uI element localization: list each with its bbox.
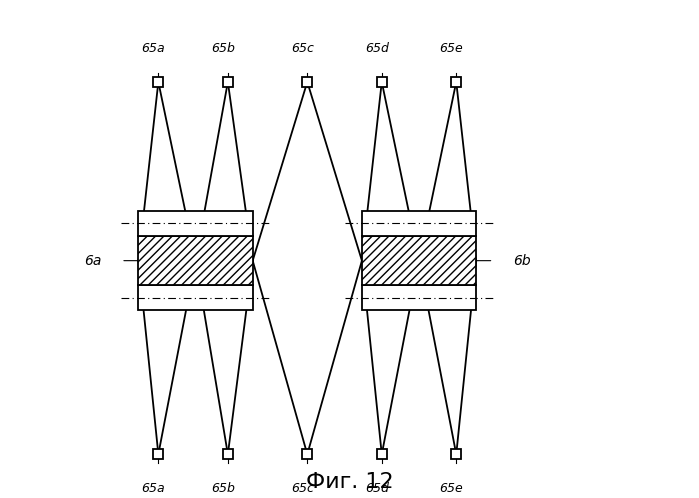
Bar	[153, 77, 164, 87]
Text: Фиг. 12: Фиг. 12	[305, 472, 394, 492]
Text: 65c: 65c	[291, 42, 314, 55]
Bar	[452, 77, 461, 87]
Text: 65d: 65d	[365, 42, 389, 55]
Bar	[138, 211, 252, 236]
Text: 6a: 6a	[84, 253, 101, 267]
Bar	[223, 449, 233, 459]
Bar	[377, 449, 387, 459]
Text: 65b: 65b	[211, 482, 235, 495]
Text: 6b: 6b	[513, 253, 531, 267]
Bar	[303, 449, 312, 459]
Bar	[362, 211, 476, 236]
Bar	[223, 77, 233, 87]
Bar	[452, 449, 461, 459]
Bar	[377, 77, 387, 87]
Text: 65e: 65e	[440, 42, 463, 55]
Bar	[362, 285, 476, 310]
Bar	[153, 449, 164, 459]
Text: 65a: 65a	[142, 42, 165, 55]
Text: 65d: 65d	[365, 482, 389, 495]
Bar	[303, 77, 312, 87]
Text: 65b: 65b	[211, 42, 235, 55]
Text: 65a: 65a	[142, 482, 165, 495]
Bar	[138, 236, 252, 285]
Text: 65e: 65e	[440, 482, 463, 495]
Bar	[362, 236, 476, 285]
Text: 65c: 65c	[291, 482, 314, 495]
Bar	[138, 285, 252, 310]
